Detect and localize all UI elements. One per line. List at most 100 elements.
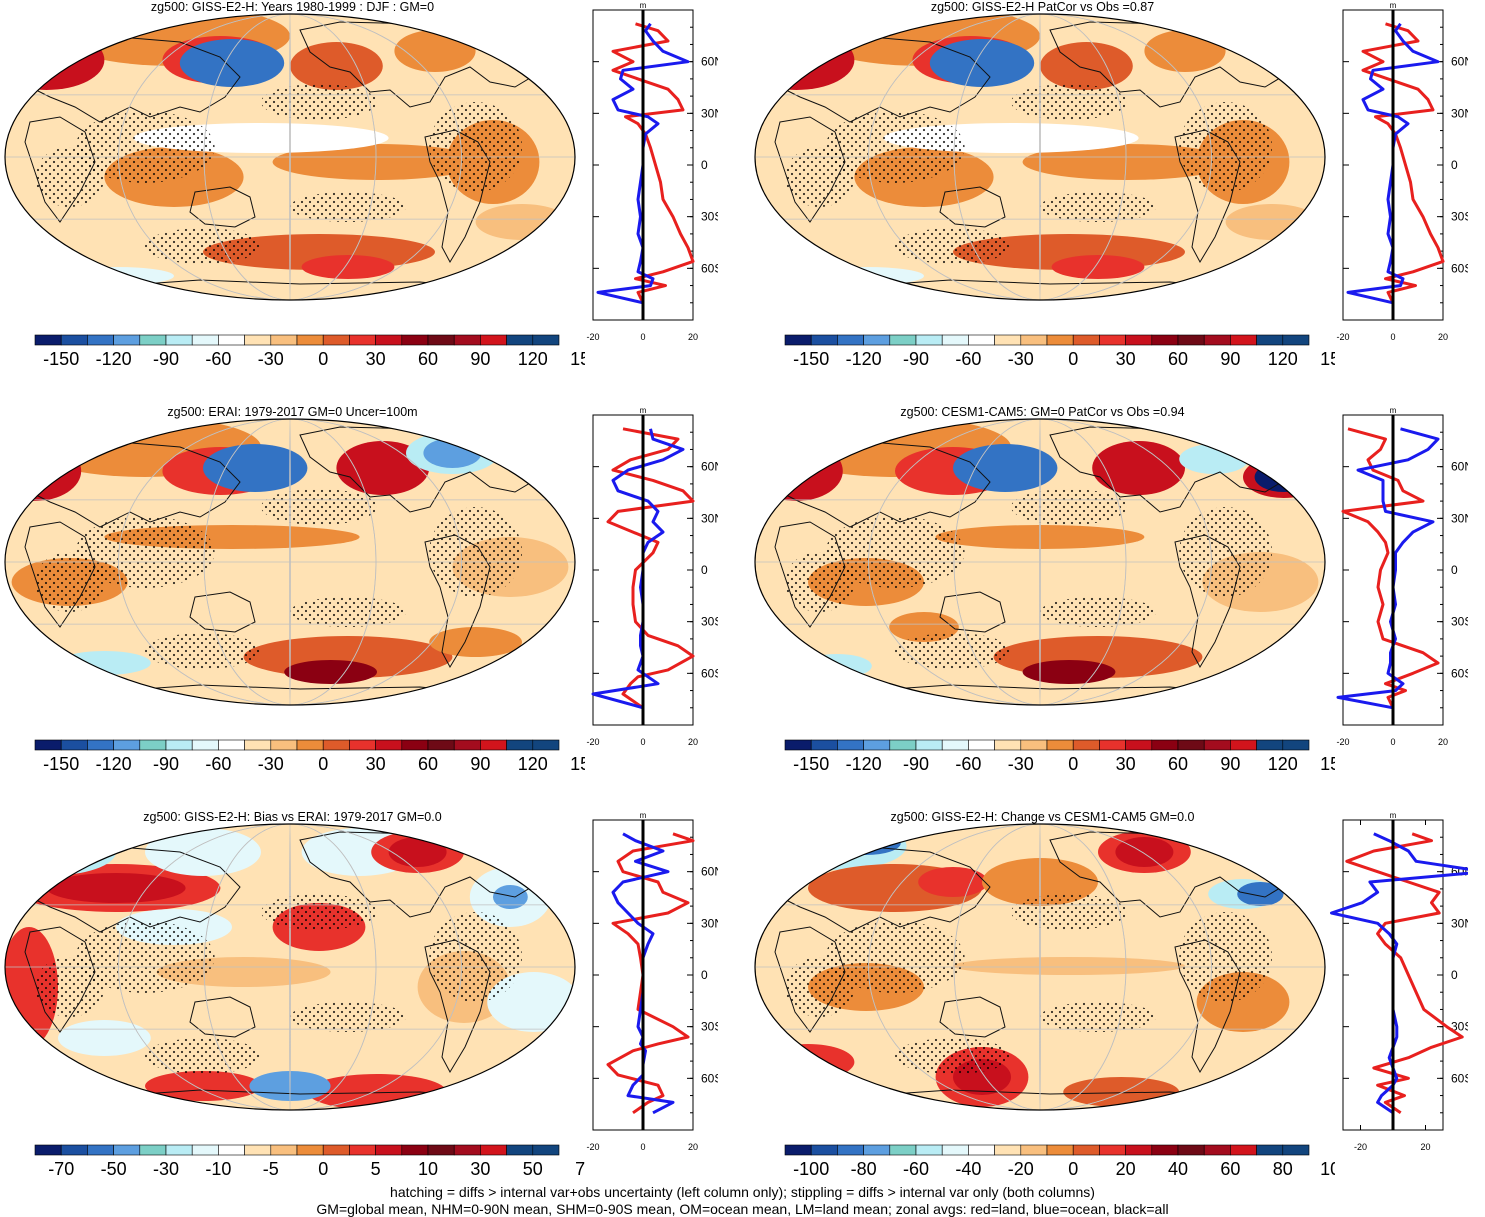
colorbar-swatch: [994, 334, 1022, 346]
colorbar-swatch: [968, 334, 995, 346]
lat-tick-label: 30S: [701, 210, 718, 224]
colorbar-label: 100: [1320, 1159, 1335, 1179]
x-tick-label: 0: [640, 1142, 645, 1152]
x-tick-label: -20: [1336, 332, 1349, 342]
panel-title: zg500: GISS-E2-H: Years 1980-1999 : DJF …: [150, 0, 435, 14]
colorbar-swatch: [113, 739, 141, 751]
colorbar-swatch: [1230, 334, 1257, 346]
zonal-land-line: [611, 22, 695, 304]
zonal-unit-label: m: [640, 1, 647, 10]
stippling: [1040, 1002, 1156, 1032]
stippling: [290, 1002, 406, 1032]
map-border: [754, 823, 1326, 1111]
colorbar-swatch: [1020, 334, 1048, 346]
colorbar-swatch: [453, 334, 481, 346]
colorbar-label: -120: [96, 349, 132, 369]
contour-region: [301, 255, 395, 279]
colorbar-swatch: [810, 1144, 838, 1156]
colorbar-label: 90: [1220, 754, 1240, 774]
colorbar-swatch: [837, 739, 864, 751]
panel-6: zg500: GISS-E2-H: Change vs CESM1-CAM5 G…: [750, 810, 1485, 1210]
contour-region: [336, 441, 430, 495]
colorbar: -150 -120 -90 -60 -30 0 30 60 90 120 150: [34, 334, 585, 369]
stippling: [784, 552, 855, 612]
colorbar-label: 150: [1320, 349, 1335, 369]
zonal-land-line: [1345, 832, 1464, 1115]
stippling: [34, 957, 105, 1017]
contour-region: [145, 1071, 261, 1101]
x-tick-label: 20: [688, 1142, 698, 1152]
meridian-line: [289, 824, 291, 1110]
contour-region: [1022, 144, 1232, 180]
meridian-line: [953, 824, 1127, 1110]
colorbar-swatch: [113, 1144, 141, 1156]
colorbar-swatch: [139, 739, 167, 751]
stippling: [1179, 102, 1272, 192]
colorbar-swatch: [1125, 334, 1153, 346]
map-plot: [4, 823, 576, 1111]
stippling: [1011, 894, 1127, 930]
colorbar-label: 90: [470, 349, 490, 369]
colorbar-swatch: [1256, 1144, 1284, 1156]
colorbar-label: 60: [1168, 349, 1188, 369]
colorbar-label: 30: [366, 349, 386, 369]
colorbar-swatch: [915, 739, 943, 751]
zonal-land-line: [606, 427, 695, 710]
colorbar-label: -150: [793, 349, 829, 369]
colorbar-swatch: [453, 739, 481, 751]
stippling: [1011, 489, 1127, 525]
colorbar-swatch: [218, 334, 245, 346]
colorbar-label: 50: [523, 1159, 543, 1179]
colorbar-label: -30: [153, 1159, 179, 1179]
colorbar-label: 120: [518, 754, 548, 774]
lat-tick-label: 30N: [1451, 916, 1468, 930]
zonal-average-plot: m 60N 30N 0 30S 60S -20 0 20: [586, 1, 718, 342]
colorbar: -100 -80 -60 -40 -20 0 20 40 60 80 100: [784, 1144, 1335, 1179]
coastline: [19, 846, 241, 933]
colorbar-swatch: [915, 1144, 943, 1156]
coastline: [769, 441, 991, 528]
colorbar-label: 30: [1116, 754, 1136, 774]
map-field: [755, 419, 1325, 705]
stippling: [145, 1038, 261, 1074]
coastline: [189, 996, 256, 1038]
stippling: [1179, 912, 1272, 1002]
map-field: [5, 419, 575, 705]
map-field: [755, 824, 1325, 1110]
lat-tick-label: 30S: [701, 1020, 718, 1034]
colorbar-label: 30: [366, 754, 386, 774]
meridian-line: [868, 419, 1212, 705]
colorbar-swatch: [941, 1144, 969, 1156]
colorbar-swatch: [296, 1144, 324, 1156]
lat-tick-label: 30N: [701, 511, 718, 525]
stippling: [429, 912, 522, 1002]
stippling: [429, 507, 522, 597]
colorbar-swatch: [889, 1144, 917, 1156]
colorbar-swatch: [837, 1144, 864, 1156]
colorbar-swatch: [1072, 739, 1100, 751]
map-plot: [4, 13, 576, 301]
colorbar-swatch: [1256, 334, 1284, 346]
colorbar-swatch: [1151, 739, 1179, 751]
x-tick-label: -20: [586, 332, 599, 342]
colorbar-swatch: [1046, 739, 1074, 751]
colorbar-label: -20: [1008, 1159, 1034, 1179]
contour-region: [1022, 660, 1116, 684]
lat-tick-label: 30S: [701, 615, 718, 629]
colorbar-swatch: [60, 739, 88, 751]
colorbar-label: 40: [1168, 1159, 1188, 1179]
contour-region: [1092, 441, 1185, 495]
colorbar-swatch: [1046, 1144, 1074, 1156]
colorbar-swatch: [244, 334, 272, 346]
colorbar-label: -90: [903, 754, 929, 774]
coastline: [1174, 534, 1241, 669]
colorbar-label: 30: [1116, 349, 1136, 369]
x-tick-label: -20: [586, 737, 599, 747]
colorbar-swatch: [1230, 739, 1257, 751]
contour-region: [394, 30, 476, 72]
colorbar-label: 120: [518, 349, 548, 369]
colorbar-swatch: [427, 739, 455, 751]
stippling: [261, 489, 377, 525]
lat-tick-label: 60S: [701, 666, 718, 680]
contour-region: [203, 444, 308, 492]
